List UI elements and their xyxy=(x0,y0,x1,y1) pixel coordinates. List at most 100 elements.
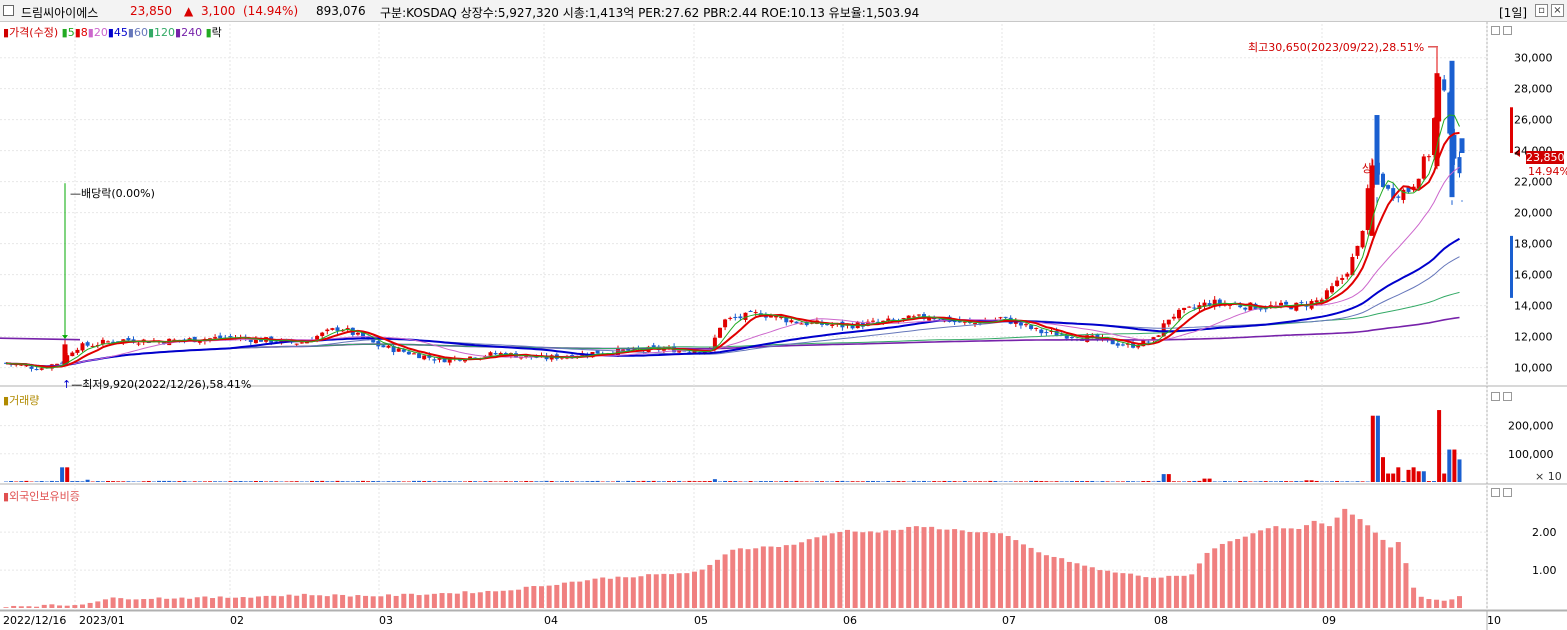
volume-legend: ▮거래량 xyxy=(3,394,40,407)
foreign-bar xyxy=(1173,575,1179,608)
volume-bar xyxy=(406,481,411,482)
candle-body xyxy=(1110,338,1115,345)
volume-bar xyxy=(131,481,136,482)
candle-body xyxy=(1386,185,1391,189)
volume-bar xyxy=(1115,481,1120,482)
foreign-bar xyxy=(623,577,629,608)
foreign-bar xyxy=(1036,552,1042,608)
volume-bar xyxy=(1141,481,1146,482)
price-tick-label: 26,000 xyxy=(1514,114,1553,127)
foreign-bar xyxy=(1388,547,1394,608)
foreign-bar xyxy=(898,529,904,608)
foreign-bar xyxy=(1365,525,1371,608)
restore-icon[interactable]: ▫ xyxy=(1535,4,1548,17)
volume-bar xyxy=(1273,481,1278,482)
foreign-bar xyxy=(1380,539,1386,608)
foreign-bar xyxy=(1043,555,1049,608)
close-icon[interactable]: × xyxy=(1551,4,1564,17)
candle-body xyxy=(228,336,233,338)
candle-body xyxy=(325,329,330,332)
panel-close-icon[interactable] xyxy=(1503,488,1512,497)
panel-min-icon[interactable] xyxy=(1491,392,1500,401)
period-selector[interactable]: [1일] xyxy=(1499,6,1528,20)
volume-bar xyxy=(49,480,54,482)
select-checkbox[interactable] xyxy=(3,5,14,16)
volume-bar xyxy=(1386,473,1391,482)
volume-bar xyxy=(1039,481,1044,482)
foreign-bar xyxy=(1281,528,1287,608)
volume-bar xyxy=(126,481,131,482)
volume-bar xyxy=(1457,459,1462,482)
foreign-bar xyxy=(370,596,376,608)
candle-body xyxy=(106,341,110,343)
panel-min-icon[interactable] xyxy=(1491,488,1500,497)
volume-bar xyxy=(1289,481,1294,482)
foreign-bar xyxy=(294,595,300,608)
candle-body xyxy=(753,312,758,314)
legend-extra: 락 xyxy=(211,26,222,39)
candle-body xyxy=(1401,189,1406,200)
volume-bar xyxy=(111,481,116,482)
price-change-pct: (14.94%) xyxy=(243,4,299,18)
volume-bar xyxy=(758,481,763,482)
foreign-bar xyxy=(1120,573,1126,608)
price-tick-label: 28,000 xyxy=(1514,83,1553,96)
volume-bar xyxy=(1248,481,1253,482)
candle-body xyxy=(1069,337,1074,339)
foreign-bar xyxy=(194,597,200,608)
volume-bar xyxy=(447,481,452,482)
volume-bar xyxy=(391,481,396,482)
volume-bar xyxy=(1202,478,1207,482)
foreign-bar xyxy=(1411,587,1417,608)
candle-body xyxy=(1034,327,1039,329)
x-label: 2023/01 xyxy=(79,614,125,627)
panel-close-icon[interactable] xyxy=(1503,392,1512,401)
foreign-bar xyxy=(1212,548,1218,608)
candle-body xyxy=(1018,322,1023,326)
foreign-bar xyxy=(1235,538,1241,608)
volume-bar xyxy=(1177,481,1181,482)
foreign-bar xyxy=(1074,563,1080,608)
ma-legend-item: ▮20 xyxy=(87,26,108,39)
foreign-bar xyxy=(1326,526,1332,608)
volume-bar xyxy=(1243,481,1248,482)
candle-body xyxy=(248,339,253,342)
foreign-bar xyxy=(1013,540,1019,608)
foreign-bar xyxy=(1250,533,1256,608)
foreign-bar xyxy=(210,598,216,608)
volume-bar xyxy=(524,480,529,482)
candle-body xyxy=(1059,334,1064,336)
candle-body xyxy=(1319,299,1324,302)
volume-bar xyxy=(728,481,733,482)
candle-body xyxy=(1115,343,1120,346)
candle-body xyxy=(24,365,29,367)
panel-close-icon[interactable] xyxy=(1503,26,1512,35)
foreign-bar xyxy=(1319,523,1325,608)
foreign-bar xyxy=(57,605,63,608)
panel-min-icon[interactable] xyxy=(1491,26,1500,35)
foreign-bar xyxy=(34,606,40,608)
candle-body xyxy=(779,317,784,319)
dividend-annotation-text: 배당락(0.00%) xyxy=(81,187,155,200)
x-label: 03 xyxy=(379,614,393,627)
volume-bar xyxy=(1018,481,1023,482)
foreign-bar xyxy=(26,606,32,608)
volume-bar xyxy=(544,480,549,482)
foreign-bar xyxy=(156,597,162,608)
volume-bar xyxy=(34,481,39,482)
volume-bar xyxy=(1110,481,1115,482)
volume-bar xyxy=(911,480,916,482)
foreign-bar xyxy=(271,595,277,608)
volume-bar xyxy=(1034,480,1039,482)
volume-bar xyxy=(396,481,401,482)
foreign-bar xyxy=(102,599,108,608)
stock-name[interactable]: 드림씨아이에스 xyxy=(21,6,99,20)
foreign-bar xyxy=(1296,528,1302,608)
volume-bar xyxy=(799,481,804,482)
foreign-bar xyxy=(1265,528,1271,608)
volume-bar xyxy=(503,481,508,482)
volume-bar xyxy=(1008,481,1013,482)
foreign-bar xyxy=(975,532,981,608)
volume-bar xyxy=(1401,480,1406,482)
